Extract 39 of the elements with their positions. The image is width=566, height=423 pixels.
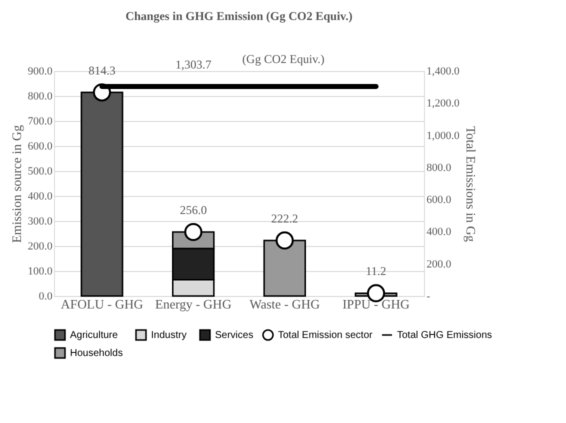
legend-label: Agriculture (70, 330, 118, 341)
y2-tick-label: 1,200.0 (426, 98, 460, 110)
data-label: 11.2 (366, 264, 386, 278)
y-axis-title: Emission source in Gg (8, 124, 24, 244)
data-label: 814.3 (88, 63, 116, 78)
y2-tick-label: - (426, 290, 430, 302)
y-tick-label: 300.0 (28, 216, 53, 228)
y-tick-label: 800.0 (28, 90, 53, 102)
point (276, 231, 294, 250)
text: (Gg CO2 Equiv.) (242, 52, 325, 66)
y2-axis-title: Total Emissions in Gg (464, 126, 478, 242)
point (184, 222, 202, 242)
legend-label: Services (215, 330, 254, 341)
legend-label: Households (70, 348, 123, 359)
y2-tick-label: 1,400.0 (426, 66, 460, 78)
y2-tick-label: 400.0 (426, 226, 452, 238)
y-tick-label: 600.0 (28, 140, 53, 152)
x-tick-label: IPPU - GHG (342, 296, 410, 312)
x-tick-label: AFOLU - GHG (60, 296, 144, 312)
x-tick-label: Energy - GHG (155, 296, 232, 312)
y2-tick-label: 1,000.0 (426, 130, 460, 142)
data-label: 256.0 (180, 203, 207, 217)
y-tick-label: 400.0 (28, 190, 53, 202)
y-tick-label: 100.0 (28, 266, 53, 278)
y-tick-label: 500.0 (28, 166, 53, 178)
y-tick-label: 0.0 (38, 290, 53, 302)
legend-label: Total GHG Emissions (397, 330, 492, 341)
y2-tick-label: 800.0 (426, 162, 452, 174)
legend-label: Industry (151, 330, 187, 341)
chart-title: Changes in GHG Emission (Gg CO2 Equiv.) (125, 9, 353, 23)
y-tick-label: 900.0 (28, 66, 53, 78)
data-label: 1,303.7 (175, 57, 212, 72)
y-tick-label: 700.0 (28, 116, 53, 128)
y2-tick-label: 200.0 (426, 258, 452, 270)
y-tick-label: 200.0 (28, 240, 53, 252)
data-label: 222.2 (271, 211, 298, 226)
legend-label: Total Emission sector (278, 330, 374, 341)
y2-tick-label: 600.0 (426, 194, 452, 206)
x-tick-label: Waste - GHG (249, 296, 320, 312)
